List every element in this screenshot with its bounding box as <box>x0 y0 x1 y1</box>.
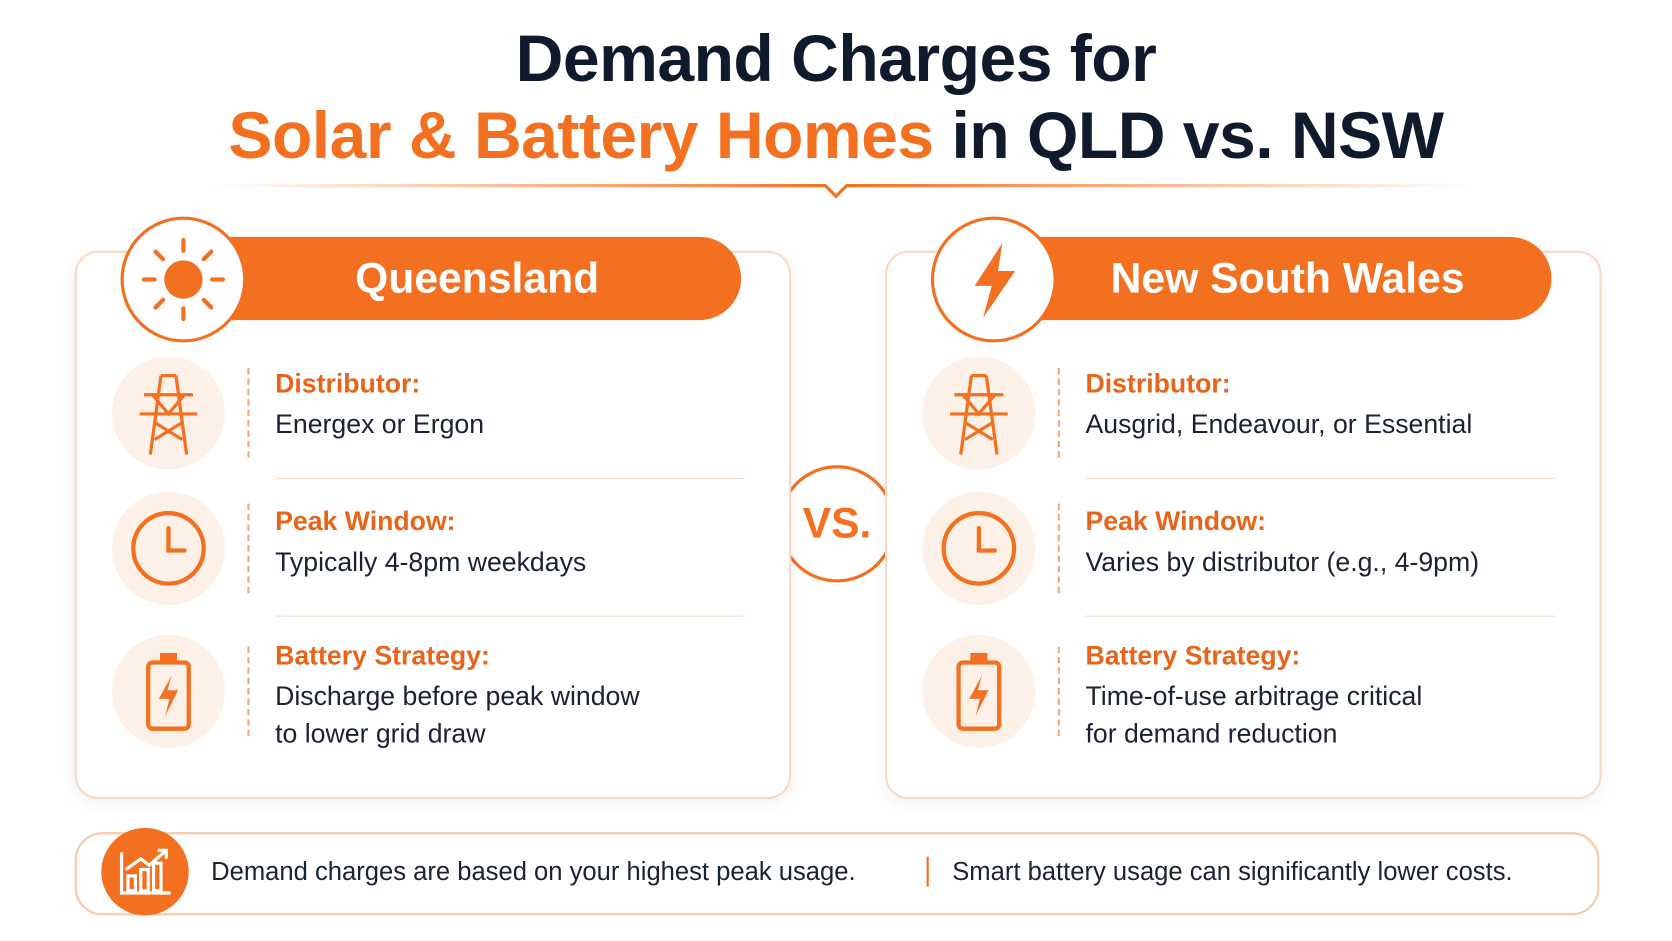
row-text: for demand reduction <box>1085 719 1338 749</box>
row-label: Battery Strategy: <box>275 641 490 672</box>
header-icon-circle <box>930 216 1057 343</box>
row-text: Typically 4-8pm weekdays <box>275 547 587 578</box>
footer-box <box>74 832 1600 916</box>
row-text: Varies by distributor (e.g., 4-9pm) <box>1085 547 1480 578</box>
row-divider <box>1057 646 1060 737</box>
footer-right: Smart battery usage can significantly lo… <box>952 857 1513 887</box>
row-icon <box>956 652 1002 731</box>
panel-header: New South Wales <box>991 236 1552 321</box>
panel-header: Queensland <box>181 236 742 321</box>
row-icon <box>131 511 206 586</box>
footer-left: Demand charges are based on your highest… <box>211 857 856 887</box>
row-separator <box>1085 615 1555 617</box>
row-text: Time-of-use arbitrage critical <box>1085 681 1423 712</box>
header-icon-circle <box>120 216 247 343</box>
row-separator <box>275 477 745 480</box>
footer-icon <box>101 827 189 916</box>
row-text: Ausgrid, Endeavour, or Essential <box>1085 409 1473 440</box>
row-label: Distributor: <box>275 369 421 400</box>
row-label: Battery Strategy: <box>1085 641 1301 672</box>
row-label: Peak Window: <box>1085 506 1266 537</box>
row-divider <box>247 368 250 458</box>
title-divider <box>213 184 1472 199</box>
row-divider <box>247 503 250 594</box>
row-divider <box>1057 503 1060 594</box>
row-text: Energex or Ergon <box>275 409 485 440</box>
header-icon <box>974 243 1016 318</box>
row-text: Discharge before peak window <box>275 681 640 712</box>
footer-divider <box>926 856 929 887</box>
header-icon <box>141 237 225 322</box>
title-highlight: Solar & Battery Homes <box>228 99 934 173</box>
row-label: Distributor: <box>1085 369 1231 400</box>
row-separator <box>275 615 745 617</box>
row-separator <box>1085 477 1555 480</box>
row-icon <box>950 373 1008 455</box>
title-rest: in QLD vs. NSW <box>951 99 1444 173</box>
row-label: Peak Window: <box>275 506 456 537</box>
row-icon <box>941 511 1017 586</box>
row-text: to lower grid draw <box>275 719 486 749</box>
row-icon <box>146 652 191 731</box>
title-line2: Solar & Battery Homes in QLD vs. NSW <box>0 98 1672 174</box>
row-divider <box>1057 368 1060 458</box>
row-divider <box>247 646 250 737</box>
row-icon <box>139 373 198 455</box>
vs-badge: VS. <box>778 465 896 583</box>
title-line1: Demand Charges for <box>515 22 1157 97</box>
